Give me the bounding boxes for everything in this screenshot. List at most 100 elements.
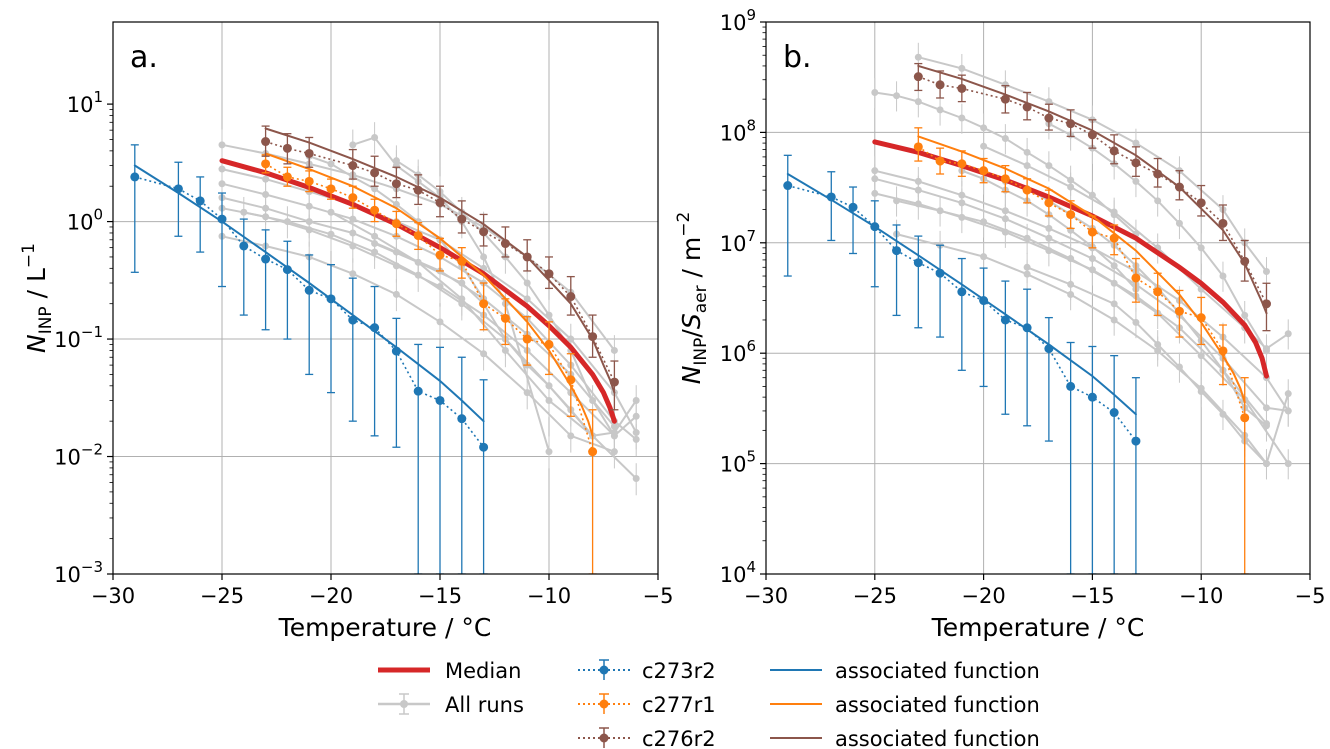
gray-run-point [1154, 197, 1162, 205]
gray-run-11 [1023, 252, 1292, 480]
series-line [265, 163, 594, 452]
gray-run-0 [871, 78, 1140, 250]
data-point [957, 83, 967, 93]
gray-run-point [1284, 460, 1292, 468]
gray-run-7 [980, 131, 1292, 365]
y-axis-label-a: NINP / L−1 [19, 243, 56, 353]
legend-fit-c273r2: associated function [835, 659, 1040, 683]
gray-run-point [1110, 279, 1118, 287]
gray-run-point [1175, 363, 1183, 371]
panel-a: −30 −25 −20 −15 −10 −5 10−3 10−2 10−1 100 101 a. T… [19, 21, 673, 642]
data-point [261, 254, 271, 264]
x-tick-label-b: −30 [744, 584, 788, 608]
data-point [870, 222, 880, 232]
gray-run-point [914, 53, 922, 61]
data-point [370, 168, 380, 178]
data-point [1066, 381, 1076, 391]
gray-run-point [1088, 191, 1096, 199]
data-point [566, 292, 576, 302]
legend-all-runs: All runs [445, 693, 524, 717]
gray-run-point [436, 318, 444, 326]
data-point [370, 323, 380, 333]
data-point [413, 386, 423, 396]
y-tick-label-a: 10−1 [54, 323, 103, 352]
data-point [391, 179, 401, 189]
gray-run-line [918, 56, 1268, 273]
y-tick-label-a: 10−3 [54, 558, 103, 587]
gray-run-point [1219, 272, 1227, 280]
legend-c273r2-swatch [578, 659, 630, 680]
data-point [1131, 273, 1141, 283]
gray-run-point [480, 350, 488, 358]
gray-run-point [1001, 135, 1009, 143]
data-point [348, 315, 358, 325]
gray-run-point [980, 218, 988, 226]
gray-run-point [871, 88, 879, 96]
data-point [1022, 185, 1032, 195]
ticks-a: −30 −25 −20 −15 −10 −5 10−3 10−2 10−1 100 101 [54, 88, 673, 608]
gray-run-point [1219, 410, 1227, 418]
axes-frame-b [765, 21, 1311, 575]
gray-run-point [1262, 404, 1270, 412]
y-axis-label-b: NINP/Saer / m−2 [674, 212, 711, 385]
gray-run-point [632, 396, 640, 404]
gray-run-point [958, 199, 966, 207]
gray-run-point [1132, 177, 1140, 185]
gray-run-point [1001, 81, 1009, 89]
gray-run-point [1284, 330, 1292, 338]
series-c276r2 [261, 125, 619, 411]
data-point [1066, 119, 1076, 129]
panel-label-a: a. [130, 40, 158, 75]
gray-run-2 [871, 156, 1292, 427]
y-tick-label-b: 107 [720, 227, 756, 256]
x-tick-label-a: −5 [643, 584, 674, 608]
x-tick-label-a: −20 [309, 584, 353, 608]
data-point [1240, 256, 1250, 266]
median-line [872, 139, 1269, 379]
ticks-b: −30 −25 −20 −15 −10 −5 104 105 106 107 108 109 [720, 6, 1326, 608]
data-point [1240, 413, 1250, 423]
gray-run-point [262, 175, 270, 183]
data-point [848, 202, 858, 212]
data-point [913, 258, 923, 268]
gray-run-point [545, 382, 553, 390]
legend-c276r2: c276r2 [642, 727, 716, 749]
y-tick-label-b: 109 [720, 6, 756, 35]
data-point [935, 268, 945, 278]
gray-run-point [414, 258, 422, 266]
data-point [173, 184, 183, 194]
gray-run-point [327, 230, 335, 238]
data-point [326, 294, 336, 304]
gray-run-point [1262, 347, 1270, 355]
data-point [935, 80, 945, 90]
x-axis-label-a: Temperature / °C [278, 613, 492, 642]
gray-run-point [1284, 407, 1292, 415]
gray-run-point [1110, 208, 1118, 216]
y-tick-label-b: 108 [720, 116, 756, 145]
data-point [391, 346, 401, 356]
y-tick-label-a: 10−2 [54, 441, 103, 470]
data-point [1044, 344, 1054, 354]
data-point [826, 192, 836, 202]
gray-run-point [480, 253, 488, 261]
gray-run-point [349, 270, 357, 278]
x-tick-label-a: −10 [527, 584, 571, 608]
data-point [1000, 174, 1010, 184]
data-point [348, 193, 358, 203]
data-point [435, 198, 445, 208]
data-point [261, 137, 271, 147]
legend-c277r1: c277r1 [642, 693, 716, 717]
gray-run-point [1023, 263, 1031, 271]
gray-run-point [958, 64, 966, 72]
axes-frame-a [112, 21, 659, 575]
gray-run-point [567, 432, 575, 440]
gray-run-point [589, 396, 597, 404]
data-point [588, 332, 598, 342]
gray-run-point [1262, 267, 1270, 275]
gray-run-point [980, 124, 988, 132]
x-tick-label-b: −5 [1295, 584, 1326, 608]
gray-run-point [610, 346, 618, 354]
data-point [1109, 233, 1119, 243]
data-point [1153, 169, 1163, 179]
